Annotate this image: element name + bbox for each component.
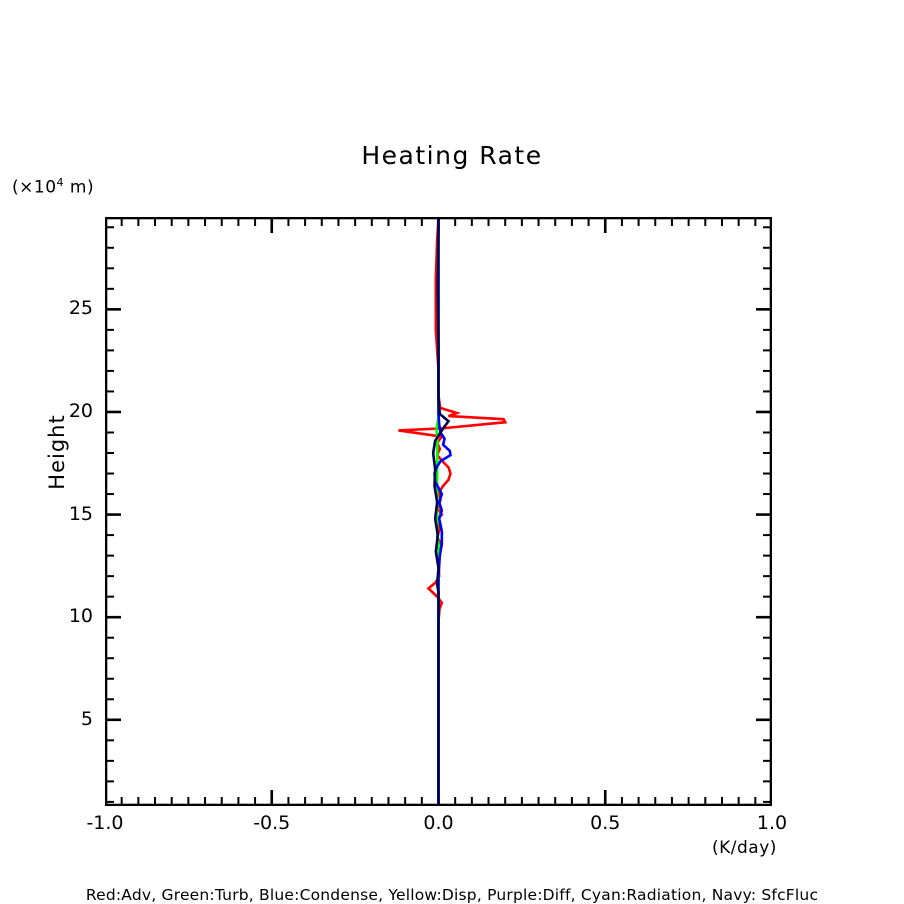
plot-canvas xyxy=(105,217,772,806)
y-tick-label: 5 xyxy=(80,707,93,730)
legend: Red:Adv, Green:Turb, Blue:Condense, Yell… xyxy=(85,886,819,904)
series-line-adv xyxy=(398,217,508,806)
y-axis-unit-label: (×104 m) xyxy=(12,176,95,198)
x-tick-label: -0.5 xyxy=(253,812,291,834)
data-series-group xyxy=(398,217,508,806)
y-tick-label: 25 xyxy=(68,297,93,320)
x-tick-label: 1.0 xyxy=(756,812,788,834)
plot-border xyxy=(105,217,772,806)
y-tick-label: 15 xyxy=(68,502,93,525)
x-tick-label: 0.5 xyxy=(590,812,621,834)
x-tick-label: 0.0 xyxy=(423,812,454,834)
chart-title: Heating Rate xyxy=(0,141,904,170)
chart-title-text: Heating Rate xyxy=(361,141,543,170)
x-axis-unit-label: (K/day) xyxy=(712,838,777,858)
plot-area xyxy=(105,217,772,806)
y-tick-label: 10 xyxy=(68,605,93,628)
x-tick-label: -1.0 xyxy=(86,812,124,834)
series-line-sfcfluc xyxy=(431,217,451,806)
y-tick-label: 20 xyxy=(68,399,93,422)
